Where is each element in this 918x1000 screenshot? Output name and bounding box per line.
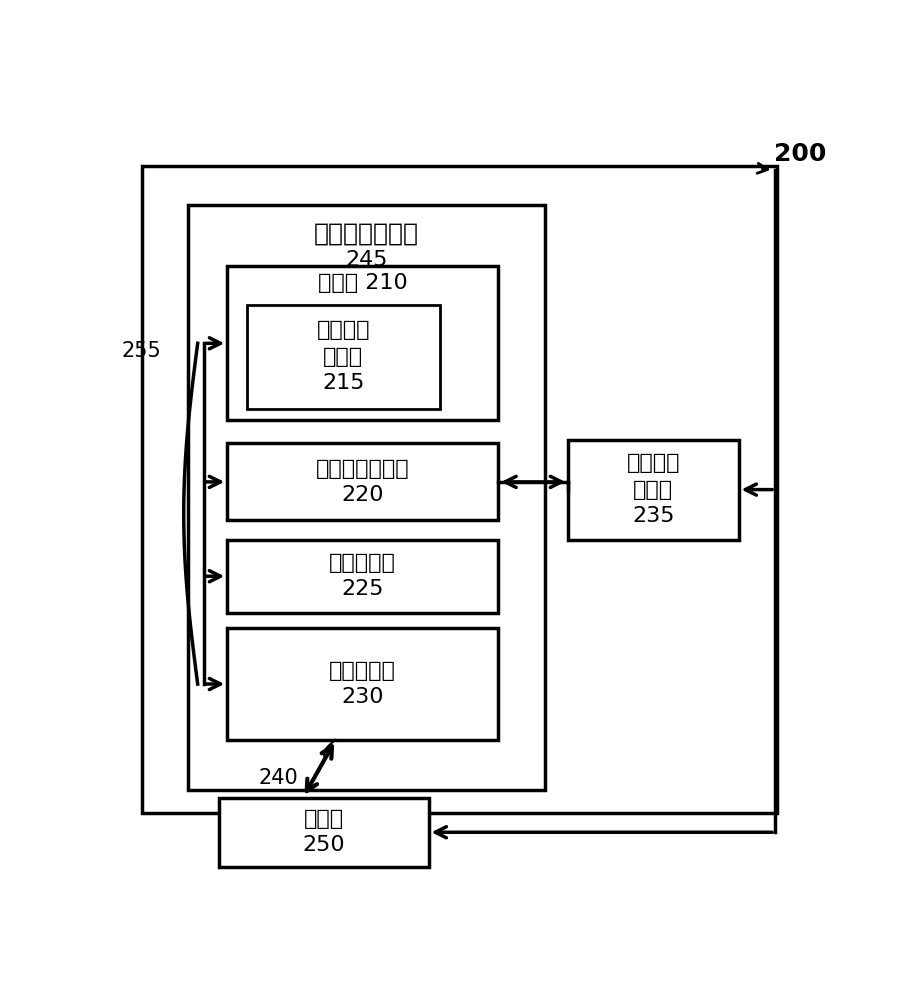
- Text: 传感器融合引擎
220: 传感器融合引擎 220: [316, 459, 409, 505]
- Text: 200: 200: [774, 142, 826, 166]
- Bar: [227, 266, 498, 420]
- Text: 传感器
250: 传感器 250: [303, 809, 345, 855]
- Text: 255: 255: [121, 341, 162, 361]
- Bar: [227, 443, 498, 520]
- Text: 较低电力岛状物: 较低电力岛状物: [314, 222, 420, 246]
- Bar: [188, 205, 545, 790]
- Text: 240: 240: [258, 768, 297, 788]
- Text: 外围控制器
230: 外围控制器 230: [330, 661, 397, 707]
- Text: 随机存取
存储器
215: 随机存取 存储器 215: [317, 320, 370, 393]
- Bar: [227, 628, 498, 740]
- Text: 始终接通
子系统
235: 始终接通 子系统 235: [627, 453, 680, 526]
- Text: 处理器 210: 处理器 210: [318, 273, 408, 293]
- Bar: [219, 798, 429, 867]
- Bar: [568, 440, 739, 540]
- Bar: [142, 166, 778, 813]
- Bar: [227, 540, 498, 613]
- Text: 伴随存储器
225: 伴随存储器 225: [330, 553, 397, 599]
- Bar: [247, 305, 441, 409]
- Text: 245: 245: [345, 250, 388, 270]
